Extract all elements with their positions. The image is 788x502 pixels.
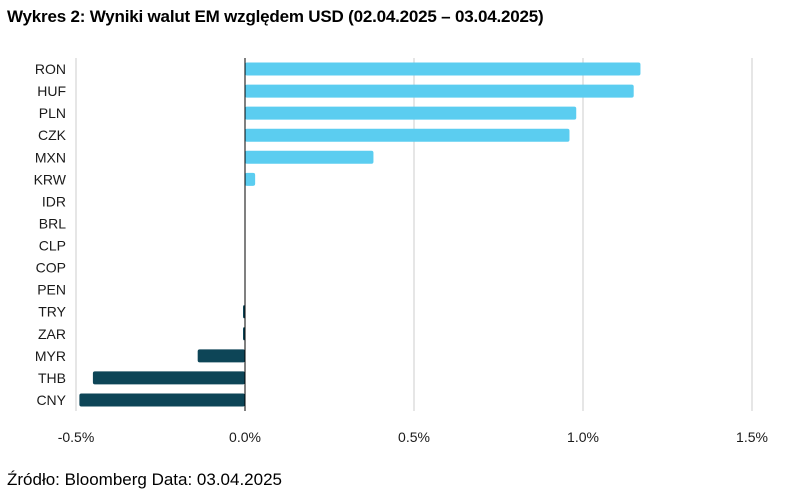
category-label: ZAR xyxy=(38,326,66,342)
grid-lines xyxy=(75,58,753,411)
bar-huf xyxy=(245,84,634,98)
category-label: KRW xyxy=(34,171,67,187)
bar-myr xyxy=(197,349,245,363)
category-label: THB xyxy=(38,370,66,386)
tick-label: 1.0% xyxy=(567,429,599,445)
category-label: IDR xyxy=(42,193,66,209)
category-label: HUF xyxy=(37,83,66,99)
category-label: BRL xyxy=(39,215,66,231)
source-note: Źródło: Bloomberg Data: 03.04.2025 xyxy=(7,470,283,489)
category-label: CLP xyxy=(39,238,66,254)
category-label: RON xyxy=(35,61,66,77)
bar-pln xyxy=(245,106,577,120)
category-label: CNY xyxy=(36,392,66,408)
tick-label: 0.5% xyxy=(398,429,430,445)
category-labels: RON HUF PLN CZK MXN KRW IDR BRL CLP COP PEN TRY ZAR M… xyxy=(34,61,67,408)
bar-ron xyxy=(245,62,641,76)
tick-label: -0.5% xyxy=(58,429,95,445)
bar-cny xyxy=(79,393,245,407)
category-label: PEN xyxy=(37,282,66,298)
bar-krw xyxy=(245,172,256,186)
bar-chart: RON HUF PLN CZK MXN KRW IDR BRL CLP COP PEN TRY ZAR M… xyxy=(34,58,768,445)
bars xyxy=(79,62,641,407)
category-label: TRY xyxy=(38,304,66,320)
category-label: PLN xyxy=(39,105,66,121)
tick-label: 1.5% xyxy=(736,429,768,445)
category-label: CZK xyxy=(38,127,67,143)
category-label: COP xyxy=(36,260,66,276)
bar-czk xyxy=(245,128,570,142)
bar-thb xyxy=(92,371,246,385)
category-label: MXN xyxy=(35,149,66,165)
category-label: MYR xyxy=(35,348,66,364)
chart-title: Wykres 2: Wyniki walut EM względem USD (… xyxy=(7,7,544,26)
tick-label: 0.0% xyxy=(229,429,261,445)
tick-labels: -0.5% 0.0% 0.5% 1.0% 1.5% xyxy=(58,429,768,445)
bar-mxn xyxy=(245,150,374,164)
